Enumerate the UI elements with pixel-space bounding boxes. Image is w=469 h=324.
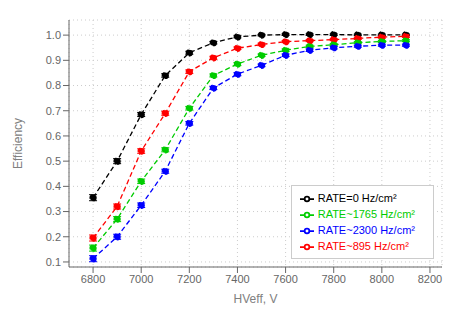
svg-text:1.0: 1.0 [46, 29, 61, 41]
html-text:RATE~1765 Hz/cm²: RATE~1765 Hz/cm² [317, 207, 415, 220]
svg-text:0.1: 0.1 [46, 256, 61, 268]
svg-text:0.7: 0.7 [46, 105, 61, 117]
svg-text:0.3: 0.3 [46, 205, 61, 217]
html-text:RATE~2300 Hz/cm²: RATE~2300 Hz/cm² [317, 223, 415, 236]
svg-text:7800: 7800 [321, 273, 345, 285]
svg-text:Efficiency: Efficiency [11, 118, 25, 169]
svg-text:8200: 8200 [418, 273, 442, 285]
svg-text:8000: 8000 [370, 273, 394, 285]
svg-text:0.6: 0.6 [46, 130, 61, 142]
svg-text:7600: 7600 [273, 273, 297, 285]
svg-text:7200: 7200 [177, 273, 201, 285]
svg-text:0.2: 0.2 [46, 231, 61, 243]
svg-text:0.5: 0.5 [46, 155, 61, 167]
svg-text:0.9: 0.9 [46, 54, 61, 66]
svg-text:7400: 7400 [225, 273, 249, 285]
svg-text:7000: 7000 [129, 273, 153, 285]
html-text:RATE=0 Hz/cm²: RATE=0 Hz/cm² [317, 191, 397, 204]
svg-text:6800: 6800 [81, 273, 105, 285]
svg-text:0.8: 0.8 [46, 79, 61, 91]
html-text:RATE~895 Hz/cm²: RATE~895 Hz/cm² [317, 239, 409, 252]
svg-text:HVeff, V: HVeff, V [234, 292, 278, 306]
svg-text:0.4: 0.4 [46, 180, 61, 192]
